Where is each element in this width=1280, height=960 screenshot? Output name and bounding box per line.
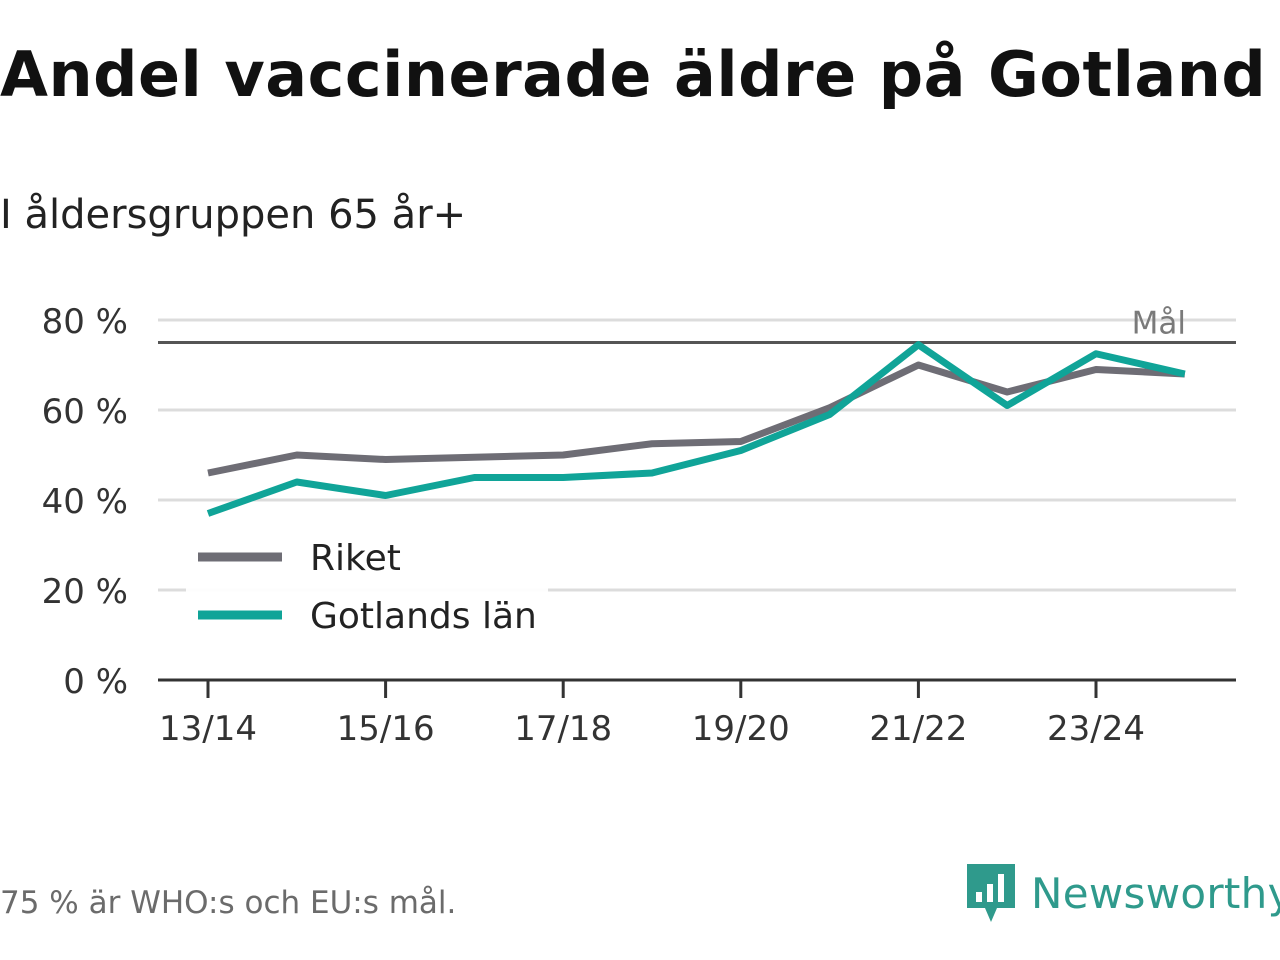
- newsworthy-logo-icon: [967, 864, 1015, 922]
- series-line-riket: [207, 361, 1185, 477]
- reference-line-group: Mål: [158, 306, 1236, 344]
- y-tick-label: 40 %: [42, 482, 128, 522]
- line-chart: Mål 0 % 20 % 40 % 60 % 80 % 13/14 15/16 17/18 19…: [42, 302, 1236, 749]
- reference-line-label: Mål: [1132, 306, 1186, 342]
- brand-name: Newsworthy: [1031, 868, 1280, 918]
- axes: 0 % 20 % 40 % 60 % 80 % 13/14 15/16 17/18 19/20 2…: [42, 302, 1236, 749]
- x-tick-label: 15/16: [337, 709, 435, 749]
- legend: Riket Gotlands län: [186, 528, 548, 646]
- x-tick-label: 21/22: [869, 709, 967, 749]
- x-tick-label: 13/14: [159, 709, 257, 749]
- y-tick-label: 60 %: [42, 392, 128, 432]
- series-line-gotlands-lan: [206, 341, 1186, 517]
- x-tick-label: 19/20: [692, 709, 790, 749]
- series-lines: [206, 341, 1186, 517]
- x-tick-label: 17/18: [514, 709, 612, 749]
- legend-label: Gotlands län: [310, 596, 537, 637]
- x-tick-label: 23/24: [1047, 709, 1145, 749]
- chart-subtitle: I åldersgruppen 65 år+: [0, 192, 467, 238]
- y-tick-label: 80 %: [42, 302, 128, 342]
- y-tick-label: 0 %: [63, 662, 128, 702]
- chart-title: Andel vaccinerade äldre på Gotland: [0, 38, 1267, 111]
- brand-logo: Newsworthy: [965, 862, 1280, 924]
- footnote: 75 % är WHO:s och EU:s mål.: [0, 885, 457, 921]
- legend-label: Riket: [310, 538, 401, 579]
- y-tick-label: 20 %: [42, 572, 128, 612]
- legend-background: [186, 528, 548, 646]
